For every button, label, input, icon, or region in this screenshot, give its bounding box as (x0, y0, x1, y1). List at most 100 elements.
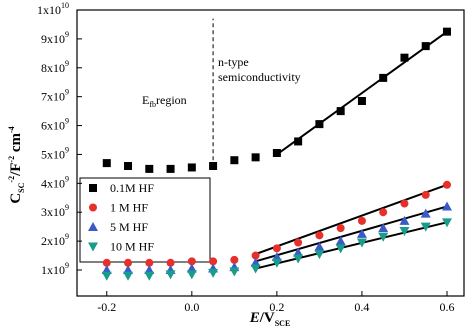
y-tick-sup: 9 (65, 232, 69, 241)
fit-line (255, 205, 448, 263)
marker-triangle (378, 232, 389, 242)
marker-triangle (293, 254, 304, 264)
y-tick-sup: 10 (61, 1, 69, 10)
legend-box (79, 177, 211, 263)
marker-circle (421, 190, 430, 199)
marker-circle (442, 180, 451, 189)
marker-triangle (356, 228, 367, 238)
marker-triangle (186, 263, 197, 273)
marker-triangle (356, 238, 367, 248)
y-tick-label: 1x1010 (37, 1, 69, 17)
marker-square (209, 162, 218, 170)
marker-square (124, 162, 133, 170)
x-tick-label: -0.2 (97, 300, 116, 314)
marker-circle (272, 244, 281, 253)
marker-triangle (229, 267, 240, 277)
y-tick-sup: 9 (65, 117, 69, 126)
annotation-part: E (142, 93, 149, 107)
marker-triangle (123, 271, 134, 281)
annotation: semiconductivity (218, 70, 301, 84)
marker-triangle (271, 258, 282, 268)
marker-triangle (420, 222, 431, 232)
x-label-part: E (249, 310, 260, 326)
annotation: Efbregion (142, 93, 187, 109)
marker-square (336, 107, 345, 116)
y-tick-text: 3x10 (41, 205, 65, 219)
marker-circle (124, 258, 133, 267)
y-tick-sup: 9 (65, 174, 69, 183)
y-tick-text: 7x10 (41, 90, 65, 104)
y-tick-label: 1x109 (41, 261, 69, 277)
marker-circle (230, 255, 239, 264)
marker-triangle (314, 250, 325, 260)
marker-triangle (208, 268, 219, 278)
marker-square (272, 149, 281, 157)
marker-triangle (420, 208, 431, 218)
y-tick-text: 1x10 (41, 263, 65, 277)
y-label-part: cm (8, 132, 24, 155)
marker-square (357, 97, 366, 105)
marker-square (294, 137, 303, 146)
marker-square (400, 53, 409, 62)
marker-circle (89, 203, 97, 212)
y-tick-label: 7x109 (41, 88, 69, 104)
y-tick-text: 9x10 (41, 32, 65, 46)
marker-square (251, 153, 260, 162)
x-tick-label: 0.0 (184, 300, 199, 314)
marker-square (421, 42, 430, 51)
marker-triangle (335, 236, 346, 246)
marker-triangle (123, 265, 134, 274)
y-tick-sup: 9 (65, 30, 69, 39)
y-tick-label: 9x109 (41, 30, 69, 46)
y-label-sup: -4 (7, 126, 16, 133)
x-axis-label: E/VSCE (249, 310, 291, 328)
marker-triangle (88, 242, 98, 252)
y-tick-label: 6x109 (41, 117, 69, 133)
y-tick-sup: 9 (65, 88, 69, 97)
marker-square (145, 164, 154, 173)
legend-label: 1 M HF (110, 201, 148, 215)
marker-circle (357, 216, 366, 225)
y-tick-label: 4x109 (41, 174, 69, 190)
y-tick-sup: 9 (65, 261, 69, 270)
y-tick-sup: 9 (65, 59, 69, 68)
fit-line (276, 30, 448, 156)
y-tick-text: 2x10 (41, 234, 65, 248)
fit-line (255, 221, 448, 270)
y-tick-text: 6x10 (41, 119, 65, 133)
marker-triangle (399, 227, 410, 236)
fit-line (255, 183, 448, 256)
annotation-part: region (156, 93, 187, 107)
marker-triangle (144, 265, 155, 274)
marker-circle (102, 258, 111, 267)
y-tick-label: 3x109 (41, 203, 69, 219)
marker-triangle (378, 223, 389, 233)
marker-triangle (271, 252, 282, 261)
marker-circle (400, 199, 409, 208)
marker-square (379, 73, 388, 82)
marker-circle (315, 231, 324, 240)
marker-circle (379, 208, 388, 217)
marker-triangle (441, 218, 452, 228)
marker-triangle (399, 215, 410, 225)
marker-triangle (88, 222, 98, 231)
y-label-part: C (8, 193, 24, 204)
x-tick-label: 0.6 (439, 300, 454, 314)
marker-triangle (314, 241, 325, 251)
marker-triangle (101, 265, 112, 274)
marker-square (102, 159, 111, 168)
marker-circle (187, 257, 196, 266)
legend-label: 0.1M HF (110, 181, 154, 195)
x-label-sub: SCE (275, 319, 291, 328)
marker-square (89, 184, 97, 192)
y-tick-label: 2x109 (41, 232, 69, 248)
marker-triangle (335, 244, 346, 254)
x-tick-label: 0.4 (354, 300, 369, 314)
legend-label: 10 M HF (110, 240, 154, 254)
y-label-sub: SC (17, 182, 26, 192)
marker-square (315, 120, 324, 129)
marker-circle (294, 238, 303, 247)
marker-circle (251, 251, 260, 260)
marker-square (187, 163, 196, 172)
